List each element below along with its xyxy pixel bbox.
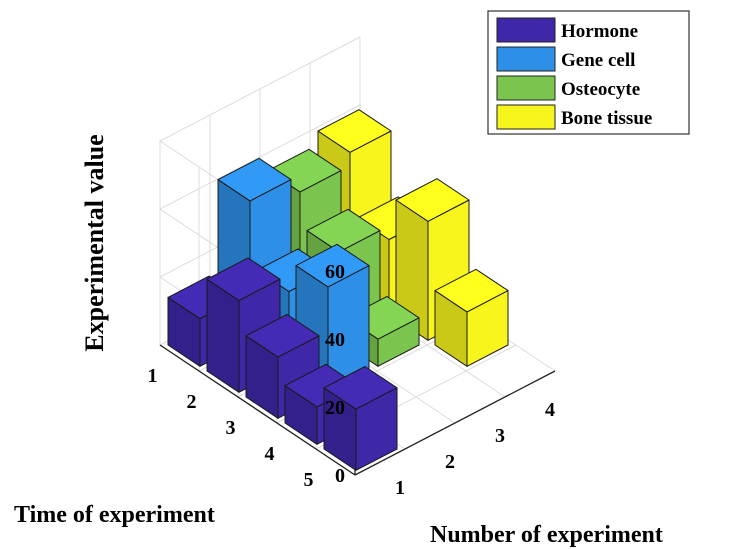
bar-top-face — [395, 178, 470, 222]
x-axis-label: Number of experiment — [430, 522, 663, 548]
y-tick-label: 5 — [304, 469, 314, 491]
y-tick-label: 2 — [187, 391, 197, 413]
bar-top-face — [206, 257, 281, 301]
legend-swatch-bone-tissue — [496, 104, 556, 130]
z-axis-label: Experimental value — [80, 134, 109, 351]
legend-swatch-osteocyte — [496, 75, 556, 101]
y-tick-label: 4 — [265, 443, 275, 465]
bar-hormone — [323, 366, 398, 471]
bar-top-face — [295, 243, 370, 288]
x-axis-line — [354, 370, 556, 476]
x-tick-label: 2 — [445, 451, 455, 473]
tick-labels: 0 20 40 60 1 2 3 4 5 1 2 3 4 — [148, 261, 556, 499]
z-tick-label: 0 — [335, 465, 345, 487]
legend-label-bone-tissue: Bone tissue — [561, 108, 652, 129]
y-tick-label: 3 — [226, 417, 236, 439]
y-axis-label: Time of experiment — [14, 502, 215, 528]
legend: Hormone Gene cell Osteocyte Bone tissue — [487, 10, 690, 135]
x-tick-label: 1 — [395, 477, 405, 499]
z-tick-label: 60 — [325, 261, 345, 283]
bar-top-face — [217, 157, 292, 202]
legend-label-osteocyte: Osteocyte — [561, 79, 640, 100]
bar-top-face — [434, 268, 509, 313]
legend-swatch-gene-cell — [496, 46, 556, 72]
y-tick-label: 1 — [148, 365, 158, 387]
legend-label-gene-cell: Gene cell — [561, 50, 635, 71]
bar-gene-cell — [295, 243, 370, 393]
legend-label-hormone: Hormone — [561, 21, 638, 42]
legend-swatch-hormone — [496, 17, 556, 43]
bars — [167, 109, 509, 471]
x-tick-label: 4 — [545, 399, 555, 421]
x-tick-label: 3 — [495, 425, 505, 447]
bar-top-face — [306, 208, 381, 253]
y-axis-line — [159, 344, 356, 476]
bar-top-face — [323, 366, 398, 410]
bar-top-face — [317, 109, 392, 153]
bar-top-face — [245, 314, 320, 358]
z-tick-label: 40 — [325, 329, 345, 351]
bar-bone-tissue — [434, 268, 509, 367]
z-tick-label: 20 — [325, 397, 345, 419]
